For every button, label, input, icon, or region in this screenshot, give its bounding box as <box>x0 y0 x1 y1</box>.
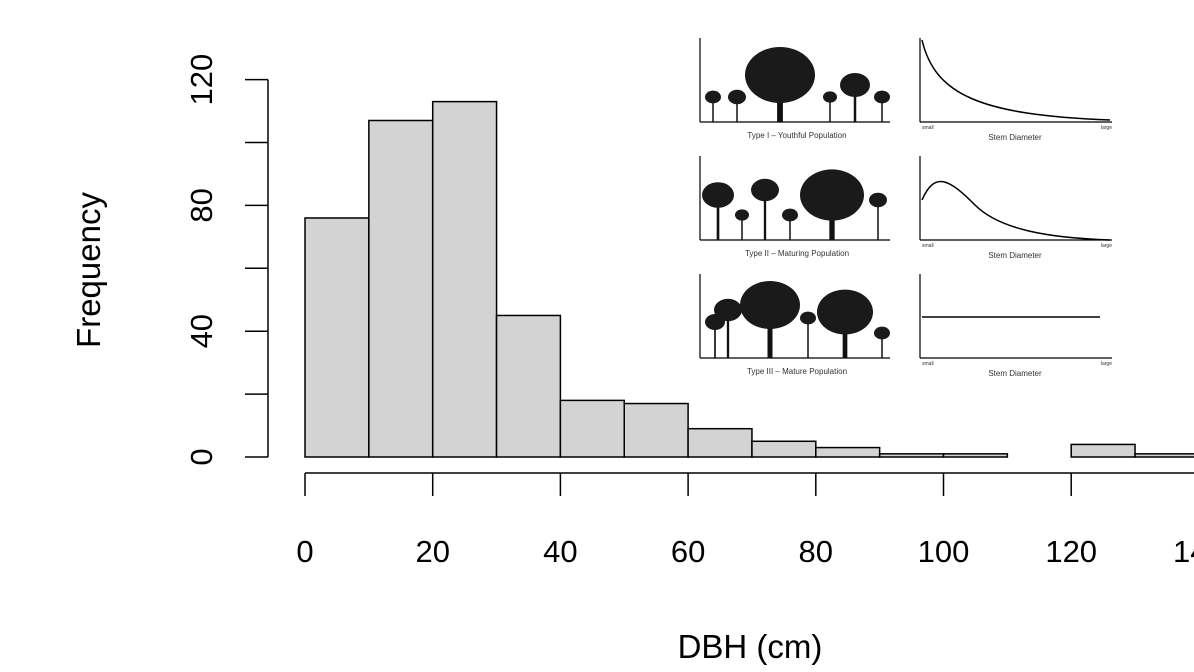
x-axis-title: DBH (cm) <box>678 628 823 665</box>
bar <box>815 446 881 458</box>
tree-crown <box>702 182 734 208</box>
x-tick-label: 20 <box>415 534 449 569</box>
inset-axis-label: Stem Diameter <box>988 369 1042 378</box>
x-tick-label: 40 <box>543 534 577 569</box>
tree-crown <box>823 91 837 103</box>
inset-caption: Type I – Youthful Population <box>747 131 846 140</box>
y-tick-label: 80 <box>184 188 219 222</box>
tree-crown <box>840 73 870 97</box>
y-tick-label: 120 <box>184 54 219 106</box>
tree-crown <box>740 281 800 329</box>
inset-curve <box>921 180 1111 241</box>
inset-caption: Type II – Maturing Population <box>745 249 849 258</box>
inset-caption: Type III – Mature Population <box>747 367 847 376</box>
inset-min-label: small <box>922 361 934 367</box>
bar <box>751 440 817 458</box>
tree-crown <box>800 169 864 221</box>
tree-crown <box>869 192 887 208</box>
tree-crown <box>714 298 742 322</box>
y-axis-title: Frequency <box>70 192 107 348</box>
x-tick-label: 80 <box>799 534 833 569</box>
bar <box>559 399 626 458</box>
bar <box>623 402 689 458</box>
tree-crown <box>800 311 816 325</box>
inset-min-label: small <box>922 243 934 249</box>
bar <box>304 217 370 458</box>
inset-axis-label: Stem Diameter <box>988 251 1042 260</box>
x-tick-label: 140 <box>1173 534 1194 569</box>
inset-curve <box>921 39 1111 121</box>
x-tick-label: 100 <box>918 534 970 569</box>
tree-crown <box>728 89 746 105</box>
x-tick-label: 0 <box>296 534 313 569</box>
tree-crown <box>745 47 815 103</box>
bar <box>878 453 945 458</box>
tree-crown <box>817 289 873 335</box>
bar <box>368 119 434 458</box>
bar <box>1134 453 1194 458</box>
y-tick-label: 0 <box>184 448 219 465</box>
inset-max-label: large <box>1101 361 1112 367</box>
bar <box>1070 443 1136 458</box>
tree-crown <box>751 178 779 202</box>
tree-crown <box>874 326 890 340</box>
inset-axis-label: Stem Diameter <box>988 133 1042 142</box>
tree-crown <box>705 90 721 104</box>
bar <box>431 100 498 458</box>
y-tick-label: 40 <box>184 314 219 348</box>
bar <box>942 453 1009 458</box>
tree-crown <box>782 208 798 222</box>
x-tick-label: 60 <box>671 534 705 569</box>
inset: Type I – Youthful Population small large St… <box>699 38 1112 378</box>
bar <box>495 314 562 458</box>
tree-crown <box>735 209 749 221</box>
inset-max-label: large <box>1101 125 1112 131</box>
inset-min-label: small <box>922 125 934 131</box>
x-tick-label: 120 <box>1045 534 1097 569</box>
inset-max-label: large <box>1101 243 1112 249</box>
tree-crown <box>874 90 890 104</box>
bar <box>687 427 753 458</box>
